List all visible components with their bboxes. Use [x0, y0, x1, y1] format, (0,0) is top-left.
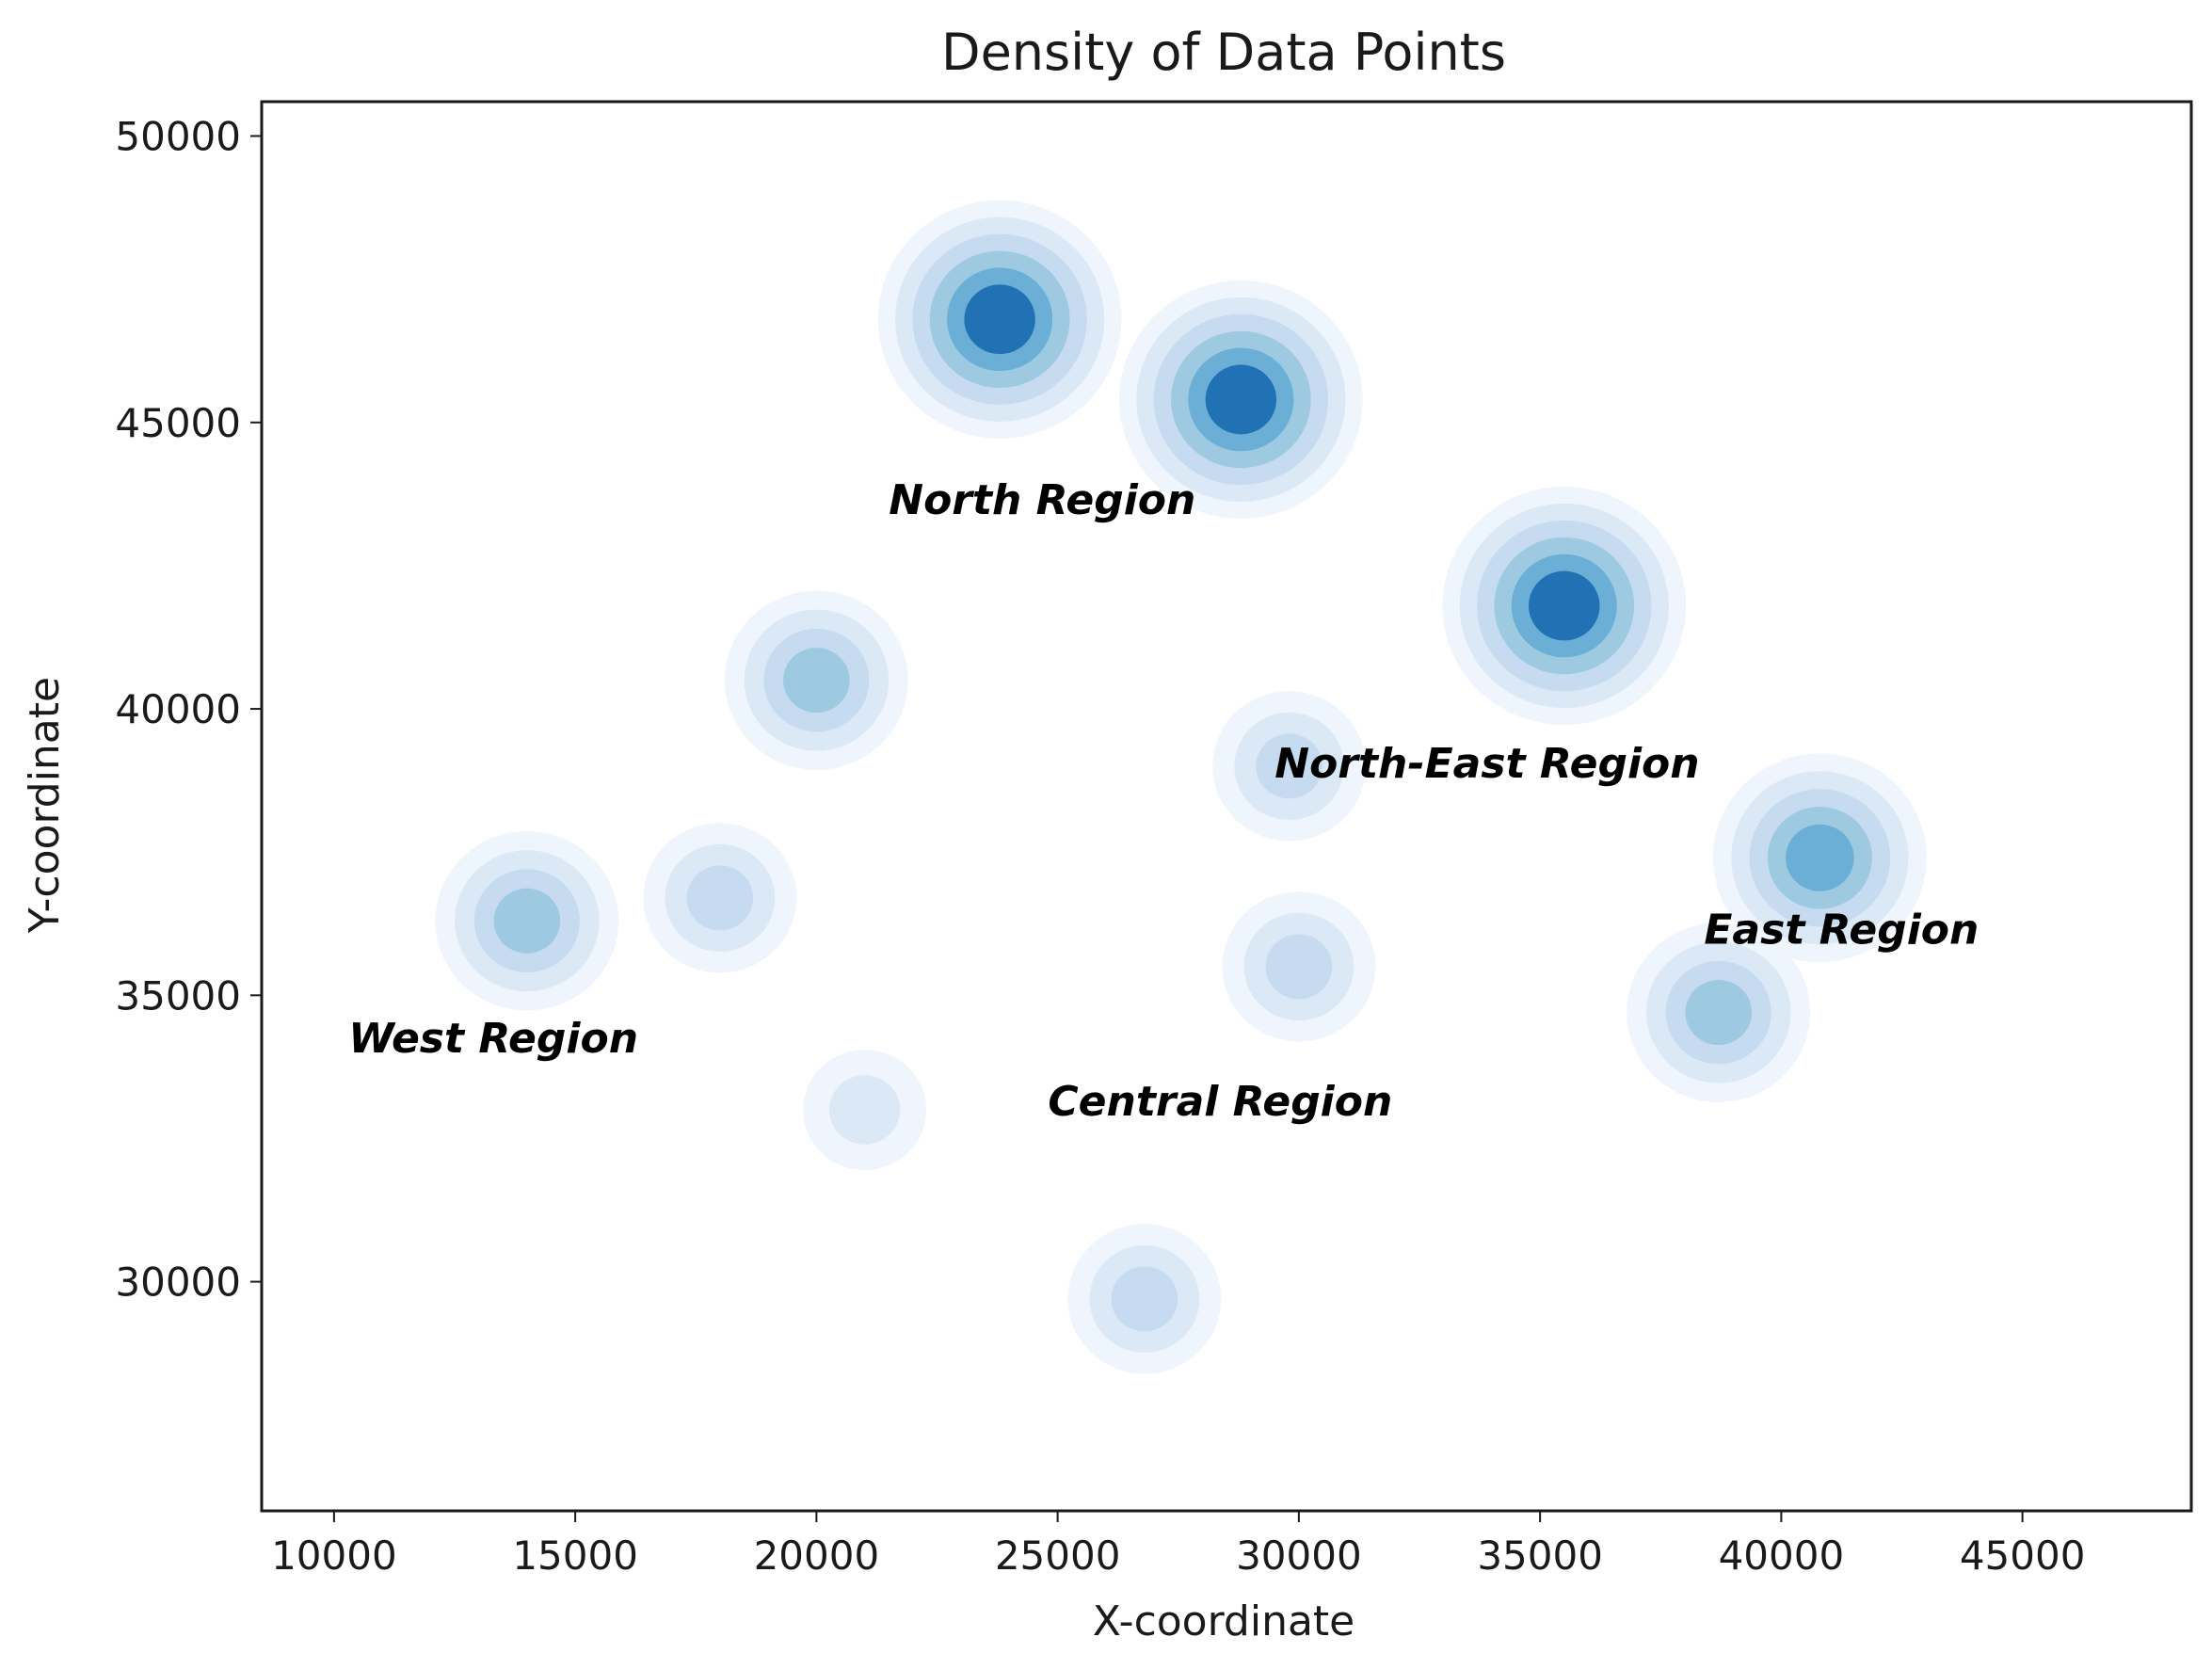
y-axis: 30000 35000 40000 45000 50000	[115, 114, 262, 1306]
density-contour-level-4	[1685, 980, 1753, 1046]
region-label: Central Region	[1048, 1078, 1392, 1126]
y-tick-label: 35000	[115, 972, 241, 1019]
x-axis: 10000 15000 20000 25000 30000 35000 40000 45000	[271, 1511, 2085, 1579]
density-contour-level-6	[964, 284, 1035, 355]
region-annotations: North Region North-East Region East Region…	[348, 476, 1979, 1126]
region-label: East Region	[1704, 907, 1979, 955]
y-tick-label: 45000	[115, 400, 241, 446]
density-contour-level-3	[686, 865, 754, 931]
density-contours	[435, 200, 1927, 1374]
region-label: North-East Region	[1274, 740, 1699, 788]
region-label: North Region	[889, 476, 1195, 524]
x-tick-label: 40000	[1719, 1533, 1845, 1579]
x-tick-label: 30000	[1236, 1533, 1362, 1579]
density-contour-level-5	[1786, 824, 1854, 891]
x-tick-label: 35000	[1477, 1533, 1603, 1579]
density-contour-level-6	[1205, 364, 1277, 435]
plot-frame	[260, 100, 2193, 1513]
density-contour-level-4	[493, 888, 561, 954]
y-tick-label: 40000	[115, 686, 241, 732]
x-tick-label: 45000	[1960, 1533, 2086, 1579]
x-tick-label: 15000	[512, 1533, 638, 1579]
density-contour-level-6	[1529, 570, 1600, 641]
x-axis-label: X-coordinate	[1093, 1597, 1355, 1645]
density-contour-level-2	[828, 1075, 901, 1145]
y-tick-label: 50000	[115, 114, 241, 160]
x-tick-label: 10000	[271, 1533, 397, 1579]
chart-title: Density of Data Points	[941, 23, 1506, 82]
y-axis-label: Y-coordinate	[21, 677, 69, 934]
x-tick-label: 25000	[995, 1533, 1121, 1579]
density-contour-level-3	[1111, 1266, 1178, 1332]
density-contour-level-3	[1256, 733, 1322, 799]
density-contour-level-4	[783, 648, 850, 714]
region-label: West Region	[348, 1015, 638, 1063]
x-tick-label: 20000	[754, 1533, 880, 1579]
density-contour-level-3	[1265, 934, 1333, 1000]
y-tick-label: 30000	[115, 1260, 241, 1306]
